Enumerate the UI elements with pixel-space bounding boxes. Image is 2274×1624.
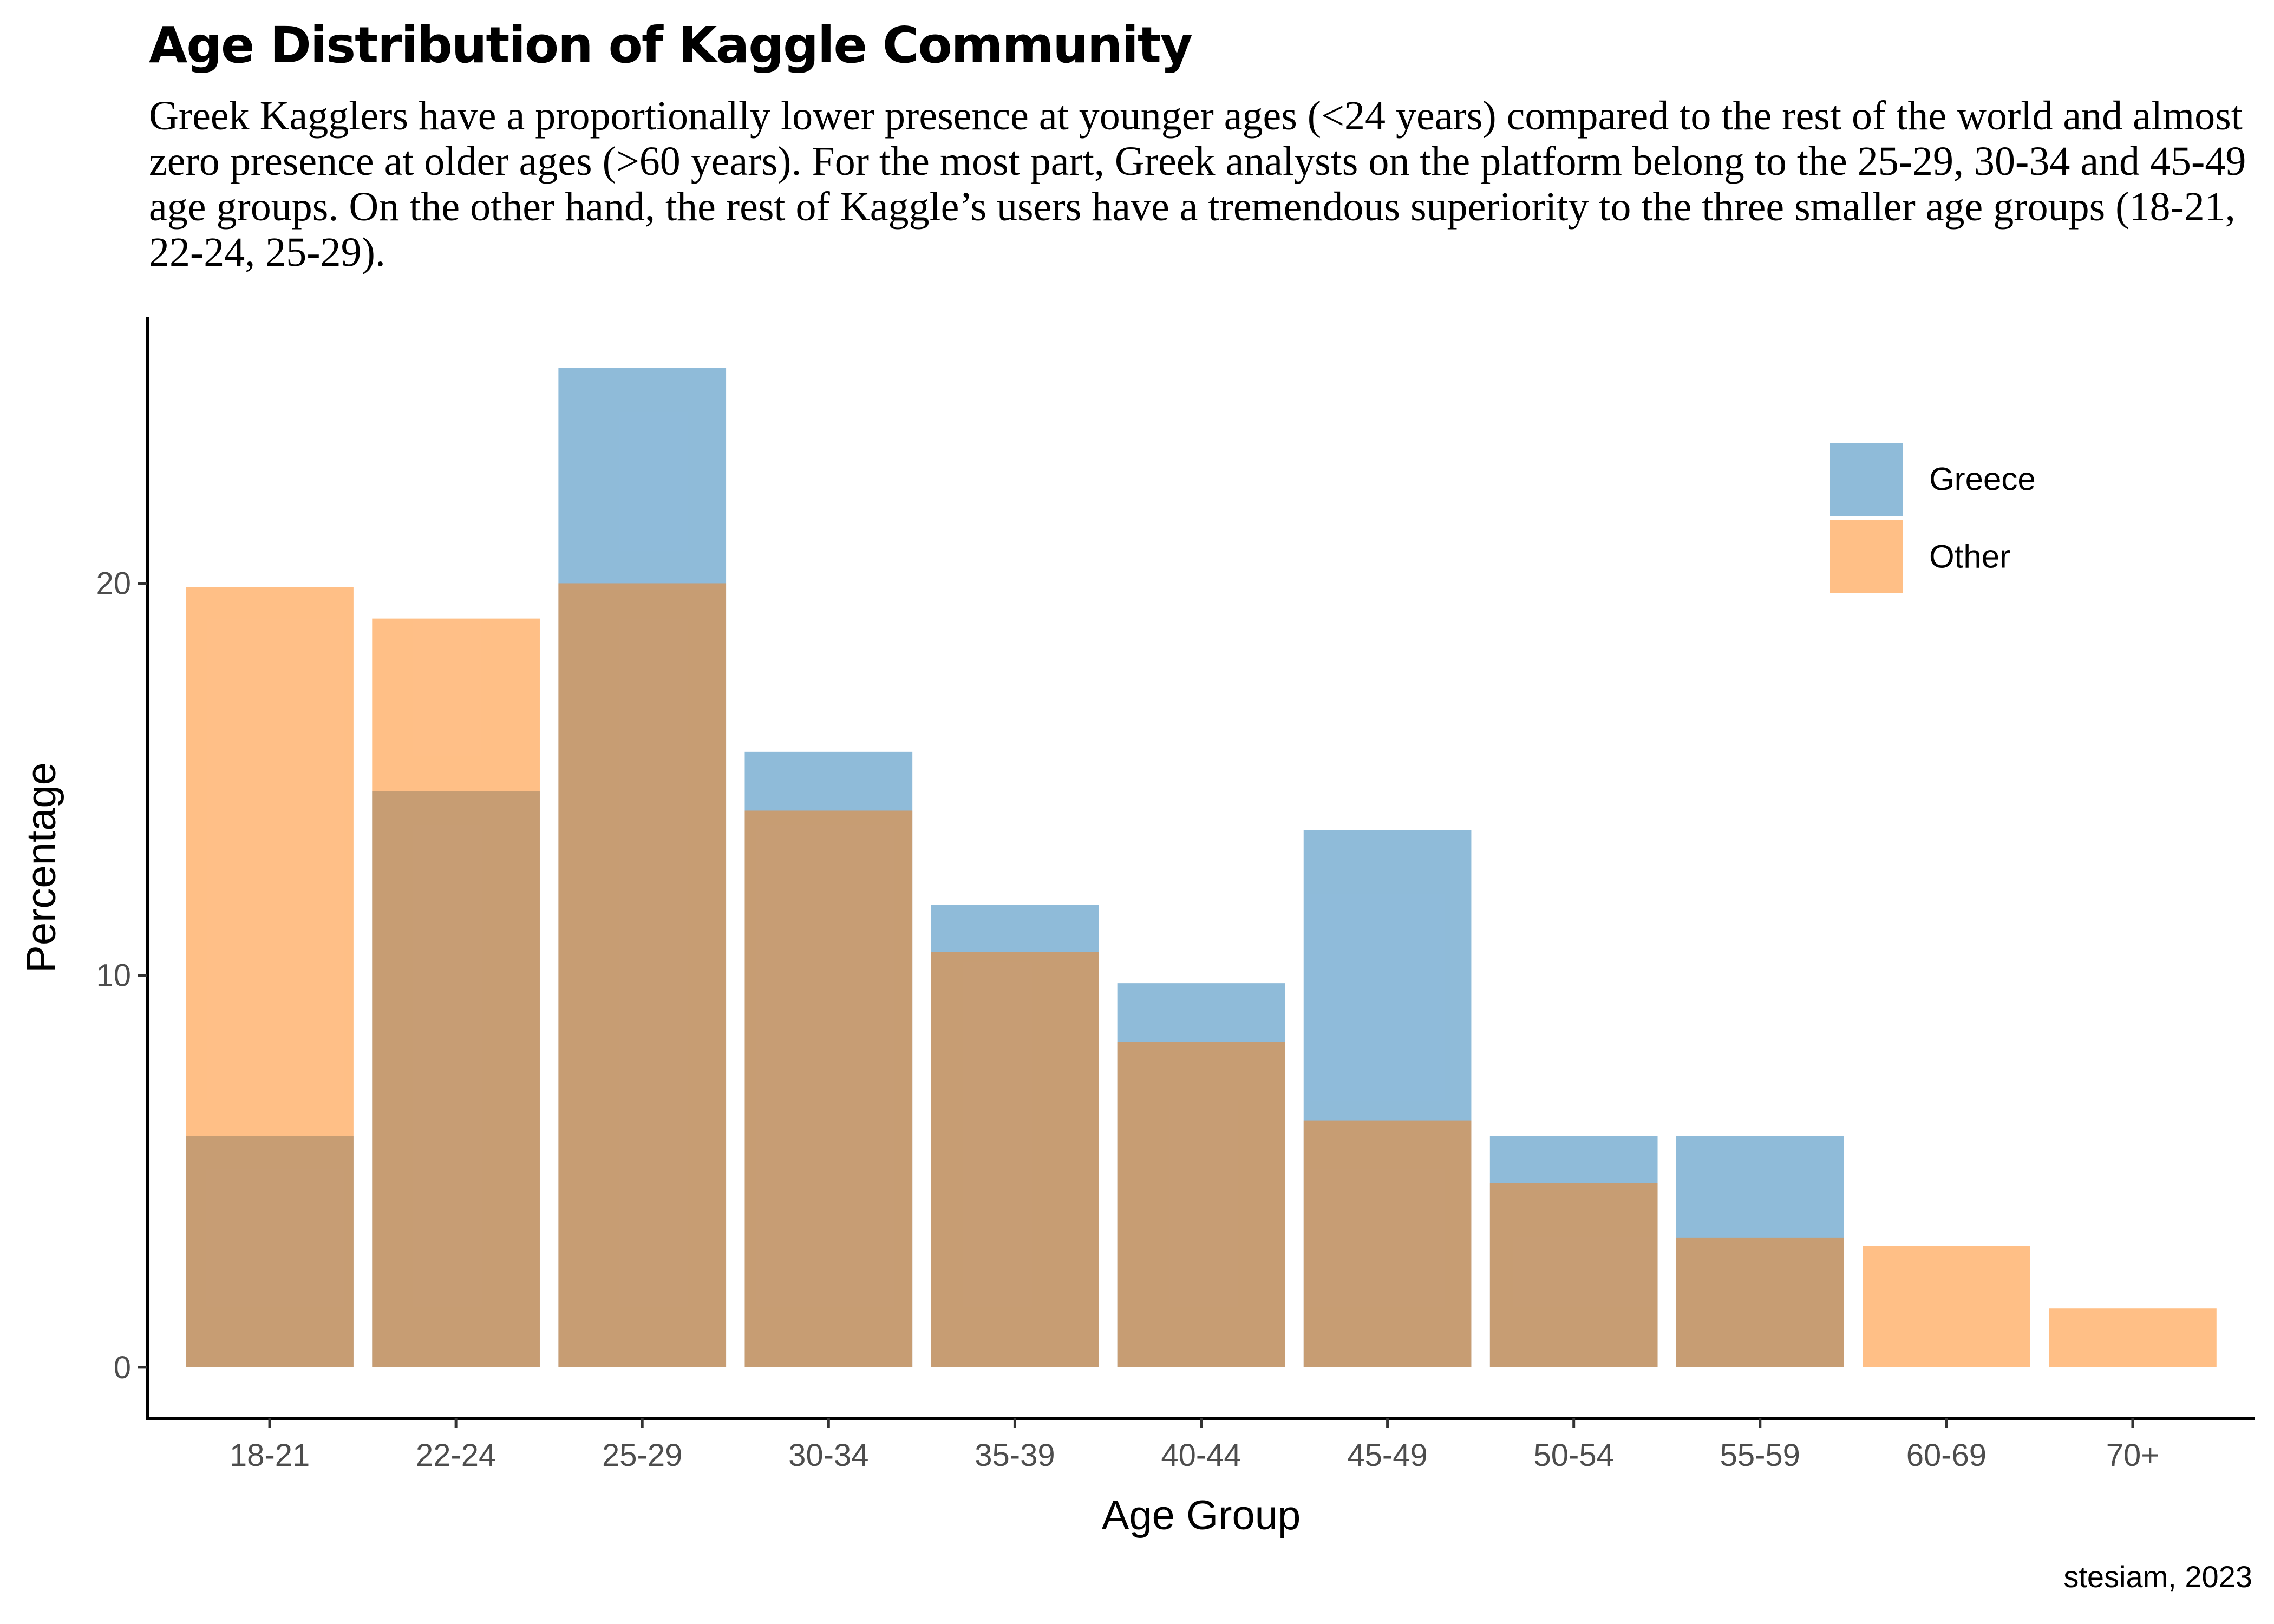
x-tick-label: 25-29 [602, 1438, 682, 1473]
chart-title: Age Distribution of Kaggle Community [149, 16, 1193, 74]
other-bars [186, 583, 2217, 1367]
other-bar-70+ [2049, 1308, 2217, 1367]
other-bar-40-44 [1117, 1042, 1285, 1367]
x-tick-label: 70+ [2106, 1438, 2159, 1473]
chart-subtitle: Greek Kagglers have a proportionally low… [149, 93, 2246, 275]
other-bar-30-34 [744, 810, 913, 1367]
other-bar-35-39 [931, 952, 1099, 1367]
other-bar-60-69 [1863, 1246, 2030, 1367]
x-tick-label: 18-21 [230, 1438, 310, 1473]
caption: stesiam, 2023 [2063, 1560, 2252, 1594]
y-tick-label: 20 [96, 566, 131, 601]
x-tick-label: 22-24 [416, 1438, 496, 1473]
y-axis-label: Percentage [18, 762, 64, 973]
y-tick-label: 0 [114, 1350, 131, 1385]
x-tick-label: 60-69 [1906, 1438, 1987, 1473]
other-bar-25-29 [558, 583, 727, 1367]
x-tick-label: 40-44 [1161, 1438, 1241, 1473]
y-tick-label: 10 [96, 958, 131, 993]
x-axis-label: Age Group [1102, 1492, 1301, 1538]
other-bar-50-54 [1489, 1183, 1658, 1367]
axes: 0 10 20 18-21 22-24 25-29 30-34 35-39 40-44 45-49… [18, 317, 2255, 1538]
x-tick-label: 35-39 [975, 1438, 1055, 1473]
legend-label-greece: Greece [1929, 461, 2036, 497]
x-tick-label: 55-59 [1720, 1438, 1800, 1473]
legend-key-other [1830, 520, 1903, 593]
other-bar-45-49 [1303, 1120, 1472, 1367]
legend-key-greece [1830, 443, 1903, 516]
x-tick-label: 45-49 [1347, 1438, 1427, 1473]
legend-label-other: Other [1929, 539, 2010, 575]
legend: Greece Other [1830, 443, 2036, 593]
other-bar-55-59 [1676, 1237, 1844, 1367]
x-tick-label: 30-34 [788, 1438, 868, 1473]
other-bar-18-21 [186, 587, 354, 1367]
x-tick-label: 50-54 [1534, 1438, 1614, 1473]
other-bar-22-24 [372, 618, 540, 1367]
